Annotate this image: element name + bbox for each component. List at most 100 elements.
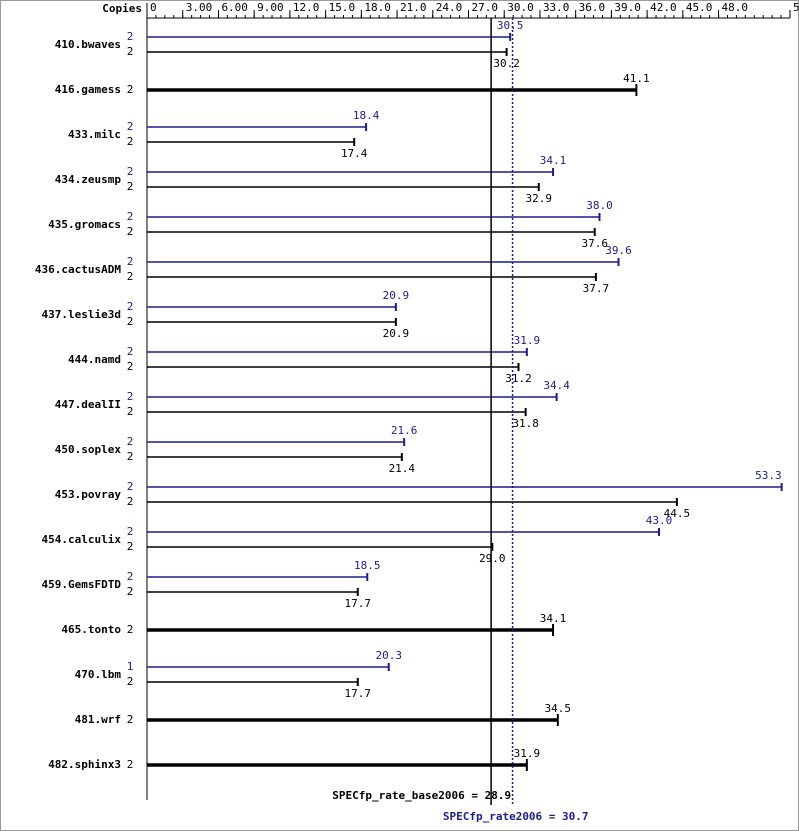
benchmark-name: 454.calculix: [42, 533, 122, 546]
x-tick-label: 3.00: [186, 1, 213, 14]
copies: 2: [127, 390, 134, 403]
value-label: 32.9: [526, 192, 553, 205]
value-label: 20.9: [383, 289, 410, 302]
reference-label: SPECfp_rate_base2006 = 28.9: [332, 789, 511, 802]
copies: 2: [127, 135, 134, 148]
copies: 1: [127, 660, 134, 673]
value-label: 34.1: [540, 612, 567, 625]
copies: 2: [127, 758, 134, 771]
copies: 2: [127, 180, 134, 193]
value-label: 20.9: [383, 327, 410, 340]
copies: 2: [127, 45, 134, 58]
value-label: 29.0: [479, 552, 506, 565]
benchmark-name: 410.bwaves: [55, 38, 121, 51]
value-label: 37.6: [581, 237, 608, 250]
value-label: 17.7: [345, 597, 372, 610]
benchmark-name: 470.lbm: [75, 668, 122, 681]
value-label: 30.2: [493, 57, 520, 70]
benchmark-name: 435.gromacs: [48, 218, 121, 231]
value-label: 20.3: [375, 649, 402, 662]
value-label: 30.5: [497, 19, 524, 32]
benchmark-name: 453.povray: [55, 488, 122, 501]
value-label: 37.7: [583, 282, 610, 295]
value-label: 31.2: [505, 372, 532, 385]
value-label: 39.6: [605, 244, 632, 257]
x-tick-label: 36.0: [579, 1, 606, 14]
value-label: 18.4: [353, 109, 380, 122]
value-label: 34.1: [540, 154, 567, 167]
copies: 2: [127, 300, 134, 313]
value-label: 53.3: [755, 469, 782, 482]
x-tick-label: 27.0: [472, 1, 499, 14]
copies: 2: [127, 270, 134, 283]
copies: 2: [127, 585, 134, 598]
copies: 2: [127, 360, 134, 373]
value-label: 31.8: [512, 417, 539, 430]
copies: 2: [127, 405, 134, 418]
copies: 2: [127, 540, 134, 553]
value-label: 31.9: [514, 334, 541, 347]
copies: 2: [127, 525, 134, 538]
x-tick-label: 9.00: [257, 1, 284, 14]
value-label: 21.4: [389, 462, 416, 475]
x-tick-label: 12.0: [293, 1, 320, 14]
benchmark-name: 433.milc: [68, 128, 121, 141]
benchmark-name: 459.GemsFDTD: [42, 578, 122, 591]
copies: 2: [127, 495, 134, 508]
value-label: 44.5: [664, 507, 691, 520]
value-label: 41.1: [623, 72, 650, 85]
value-label: 31.9: [514, 747, 541, 760]
copies: 2: [127, 450, 134, 463]
value-label: 38.0: [586, 199, 613, 212]
copies: 2: [127, 120, 134, 133]
copies: 2: [127, 675, 134, 688]
benchmark-name: 465.tonto: [61, 623, 121, 636]
value-label: 18.5: [354, 559, 381, 572]
copies: 2: [127, 30, 134, 43]
reference-label: SPECfp_rate2006 = 30.7: [443, 810, 589, 823]
copies: 2: [127, 570, 134, 583]
benchmark-name: 482.sphinx3: [48, 758, 121, 771]
x-tick-label: 45.0: [686, 1, 713, 14]
x-tick-label: 24.0: [436, 1, 463, 14]
benchmark-name: 447.dealII: [55, 398, 121, 411]
value-label: 34.4: [543, 379, 570, 392]
value-label: 34.5: [545, 702, 572, 715]
copies: 2: [127, 83, 134, 96]
benchmark-name: 450.soplex: [55, 443, 122, 456]
copies: 2: [127, 315, 134, 328]
x-tick-label: 15.0: [329, 1, 356, 14]
x-tick-label: 42.0: [650, 1, 677, 14]
benchmark-name: 444.namd: [68, 353, 121, 366]
copies: 2: [127, 345, 134, 358]
copies: 2: [127, 210, 134, 223]
x-tick-label: 0: [150, 1, 157, 14]
x-tick-label: 39.0: [614, 1, 641, 14]
copies: 2: [127, 255, 134, 268]
x-tick-label: 54.0: [793, 1, 799, 14]
x-tick-label: 6.00: [221, 1, 248, 14]
value-label: 43.0: [646, 514, 673, 527]
x-tick-label: 30.0: [507, 1, 534, 14]
benchmark-name: 416.gamess: [55, 83, 121, 96]
x-tick-label: 18.0: [364, 1, 391, 14]
benchmark-name: 481.wrf: [75, 713, 121, 726]
copies: 2: [127, 225, 134, 238]
value-label: 17.4: [341, 147, 368, 160]
copies: 2: [127, 480, 134, 493]
copies: 2: [127, 713, 134, 726]
copies: 2: [127, 165, 134, 178]
copies-header: Copies: [102, 2, 142, 15]
copies: 2: [127, 435, 134, 448]
value-label: 21.6: [391, 424, 418, 437]
benchmark-name: 434.zeusmp: [55, 173, 122, 186]
x-tick-label: 21.0: [400, 1, 427, 14]
value-label: 17.7: [345, 687, 372, 700]
copies: 2: [127, 623, 134, 636]
x-tick-label: 48.0: [722, 1, 749, 14]
x-tick-label: 33.0: [543, 1, 570, 14]
benchmark-name: 436.cactusADM: [35, 263, 121, 276]
